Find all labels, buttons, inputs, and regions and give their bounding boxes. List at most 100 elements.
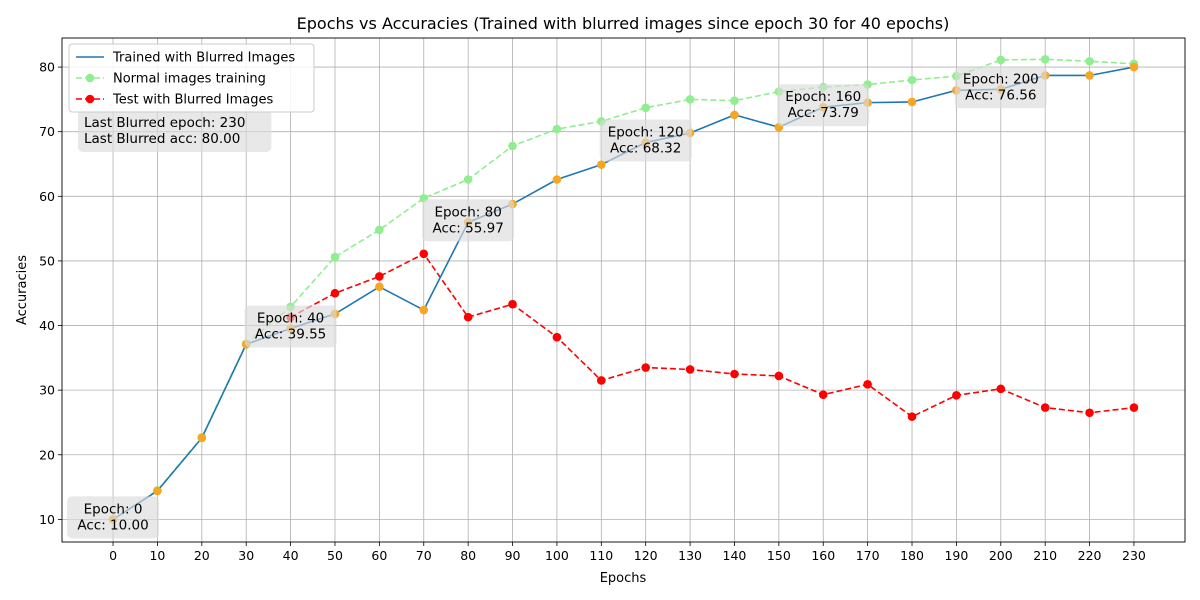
data-point <box>685 365 695 374</box>
x-tick-label: 100 <box>545 548 569 563</box>
annotation-text: Last Blurred epoch: 230 <box>84 115 245 131</box>
x-tick-label: 230 <box>1122 548 1146 563</box>
data-point <box>774 371 784 381</box>
x-tick-label: 50 <box>327 548 343 563</box>
data-point <box>508 299 517 309</box>
chart-title: Epochs vs Accuracies (Trained with blurr… <box>297 14 950 33</box>
x-tick-label: 10 <box>149 548 165 563</box>
y-tick-label: 40 <box>39 318 55 333</box>
annotation-box <box>599 119 692 162</box>
data-point <box>375 282 384 292</box>
data-point <box>597 160 606 169</box>
data-point <box>552 332 562 342</box>
data-point <box>1085 408 1094 418</box>
annotation-box <box>954 66 1047 109</box>
annotation-text: Epoch: 160 <box>785 89 861 105</box>
y-tick-label: 70 <box>39 124 55 139</box>
data-point <box>1129 403 1139 412</box>
data-point <box>197 433 207 443</box>
data-point <box>419 305 429 315</box>
data-point <box>330 252 340 262</box>
data-point <box>1129 62 1139 72</box>
data-point <box>1040 55 1050 64</box>
x-tick-label: 20 <box>194 548 210 563</box>
legend-swatch-marker <box>85 94 95 104</box>
x-tick-label: 90 <box>505 548 521 563</box>
legend-label: Trained with Blurred Images <box>112 51 295 66</box>
series-2 <box>286 249 1139 421</box>
data-point <box>641 103 650 113</box>
y-tick-label: 80 <box>39 60 55 75</box>
data-point <box>1085 71 1094 80</box>
data-point <box>463 312 473 322</box>
y-axis-label: Accuracies <box>15 255 30 325</box>
x-tick-label: 190 <box>944 548 968 563</box>
annotation-box <box>422 199 515 242</box>
annotation-text: Epoch: 80 <box>434 204 501 220</box>
x-tick-label: 200 <box>989 548 1013 563</box>
data-point <box>996 55 1006 65</box>
annotation-box <box>78 110 272 152</box>
data-point <box>730 369 739 379</box>
y-tick-label: 50 <box>39 253 55 268</box>
data-point <box>330 288 340 298</box>
x-tick-label: 70 <box>416 548 432 563</box>
x-tick-label: 30 <box>238 548 254 563</box>
x-tick-label: 150 <box>767 548 791 563</box>
annotation-text: Acc: 73.79 <box>788 105 859 121</box>
annotation-text: Epoch: 0 <box>84 501 143 517</box>
legend-item-2: Test with Blurred Images <box>76 93 273 108</box>
data-point <box>1085 56 1094 66</box>
annotation-text: Epoch: 120 <box>608 125 684 141</box>
series-line-2 <box>290 252 1135 418</box>
legend-item-1: Normal images training <box>76 72 266 87</box>
data-point <box>996 384 1006 394</box>
x-tick-label: 120 <box>634 548 658 563</box>
legend-swatch-marker <box>85 73 95 83</box>
annotation-text: Acc: 10.00 <box>77 517 148 533</box>
annotation-box <box>244 305 337 348</box>
data-point <box>463 175 473 184</box>
data-point <box>419 249 429 259</box>
y-tick-label: 20 <box>39 447 55 462</box>
data-point <box>1040 403 1050 412</box>
y-tick-label: 10 <box>39 512 55 527</box>
data-point <box>907 97 917 107</box>
data-point <box>375 272 384 281</box>
x-tick-label: 0 <box>109 548 117 563</box>
x-axis-label: Epochs <box>600 571 647 586</box>
data-point <box>508 141 517 151</box>
x-tick-label: 40 <box>283 548 299 563</box>
plot-frame <box>61 37 1186 543</box>
legend-box <box>68 43 315 113</box>
data-point <box>730 96 739 105</box>
annotation-text: Last Blurred acc: 80.00 <box>84 131 240 147</box>
x-tick-label: 130 <box>678 548 702 563</box>
annotation-text: Epoch: 40 <box>257 310 324 326</box>
x-tick-label: 160 <box>811 548 835 563</box>
data-point <box>730 110 739 120</box>
data-point <box>863 380 872 389</box>
annotation-text: Acc: 76.56 <box>965 87 1036 103</box>
x-tick-label: 60 <box>371 548 387 563</box>
axes: 0 10 20 30 40 50 60 70 80 90 100 110 120 130 140 150 160… <box>39 37 1186 563</box>
y-tick-label: 60 <box>39 189 55 204</box>
data-point <box>552 124 562 134</box>
x-tick-label: 180 <box>900 548 924 563</box>
data-point <box>375 225 384 235</box>
data-point <box>153 486 162 496</box>
data-point <box>597 376 606 385</box>
legend: Trained with Blurred Images Normal images… <box>68 43 315 113</box>
x-tick-label: 110 <box>589 548 613 563</box>
data-point <box>641 363 650 372</box>
data-point <box>818 390 828 399</box>
